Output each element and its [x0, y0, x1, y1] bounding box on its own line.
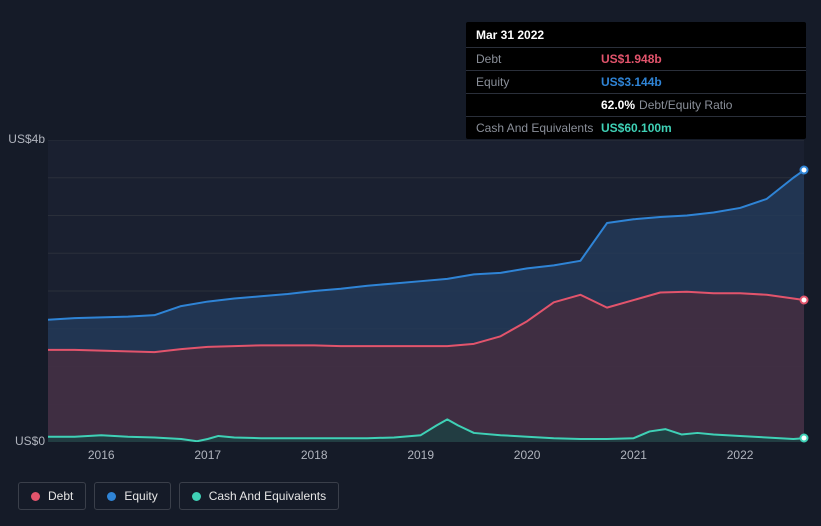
- x-axis: 2016 2017 2018 2019 2020 2021 2022: [48, 448, 804, 468]
- tooltip-row-value: 62.0%Debt/Equity Ratio: [601, 98, 732, 112]
- legend-item[interactable]: Equity: [94, 482, 170, 510]
- legend-label: Cash And Equivalents: [209, 489, 326, 503]
- x-tick-label: 2017: [194, 448, 221, 462]
- chart-tooltip: Mar 31 2022 DebtUS$1.948bEquityUS$3.144b…: [466, 22, 806, 139]
- tooltip-rows: DebtUS$1.948bEquityUS$3.144b62.0%Debt/Eq…: [466, 48, 806, 139]
- tooltip-row: DebtUS$1.948b: [466, 48, 806, 71]
- chart-legend: Debt Equity Cash And Equivalents: [18, 482, 339, 510]
- tooltip-row-label: Cash And Equivalents: [476, 121, 601, 135]
- legend-swatch-icon: [31, 492, 40, 501]
- x-tick-label: 2020: [514, 448, 541, 462]
- tooltip-date: Mar 31 2022: [466, 22, 806, 48]
- tooltip-row-value: US$60.100m: [601, 121, 672, 135]
- x-tick-label: 2021: [620, 448, 647, 462]
- legend-label: Equity: [124, 489, 157, 503]
- y-tick-label: US$0: [5, 434, 45, 448]
- x-tick-label: 2016: [88, 448, 115, 462]
- series-end-marker: [800, 296, 809, 305]
- legend-swatch-icon: [192, 492, 201, 501]
- series-end-marker: [800, 166, 809, 175]
- x-tick-label: 2018: [301, 448, 328, 462]
- legend-item[interactable]: Debt: [18, 482, 86, 510]
- tooltip-row-label: [476, 98, 601, 112]
- tooltip-row-label: Equity: [476, 75, 601, 89]
- chart-plot-area[interactable]: [48, 140, 804, 442]
- legend-item[interactable]: Cash And Equivalents: [179, 482, 339, 510]
- chart-svg: [48, 140, 804, 442]
- y-tick-label: US$4b: [5, 132, 45, 146]
- legend-label: Debt: [48, 489, 73, 503]
- x-tick-label: 2019: [407, 448, 434, 462]
- tooltip-row-value: US$3.144b: [601, 75, 662, 89]
- tooltip-row: Cash And EquivalentsUS$60.100m: [466, 117, 806, 139]
- tooltip-row: 62.0%Debt/Equity Ratio: [466, 94, 806, 117]
- x-tick-label: 2022: [727, 448, 754, 462]
- series-end-marker: [800, 434, 809, 443]
- tooltip-row-label: Debt: [476, 52, 601, 66]
- tooltip-row-sub: Debt/Equity Ratio: [639, 98, 732, 112]
- tooltip-row: EquityUS$3.144b: [466, 71, 806, 94]
- tooltip-row-value: US$1.948b: [601, 52, 662, 66]
- legend-swatch-icon: [107, 492, 116, 501]
- chart-root: Mar 31 2022 DebtUS$1.948bEquityUS$3.144b…: [0, 0, 821, 526]
